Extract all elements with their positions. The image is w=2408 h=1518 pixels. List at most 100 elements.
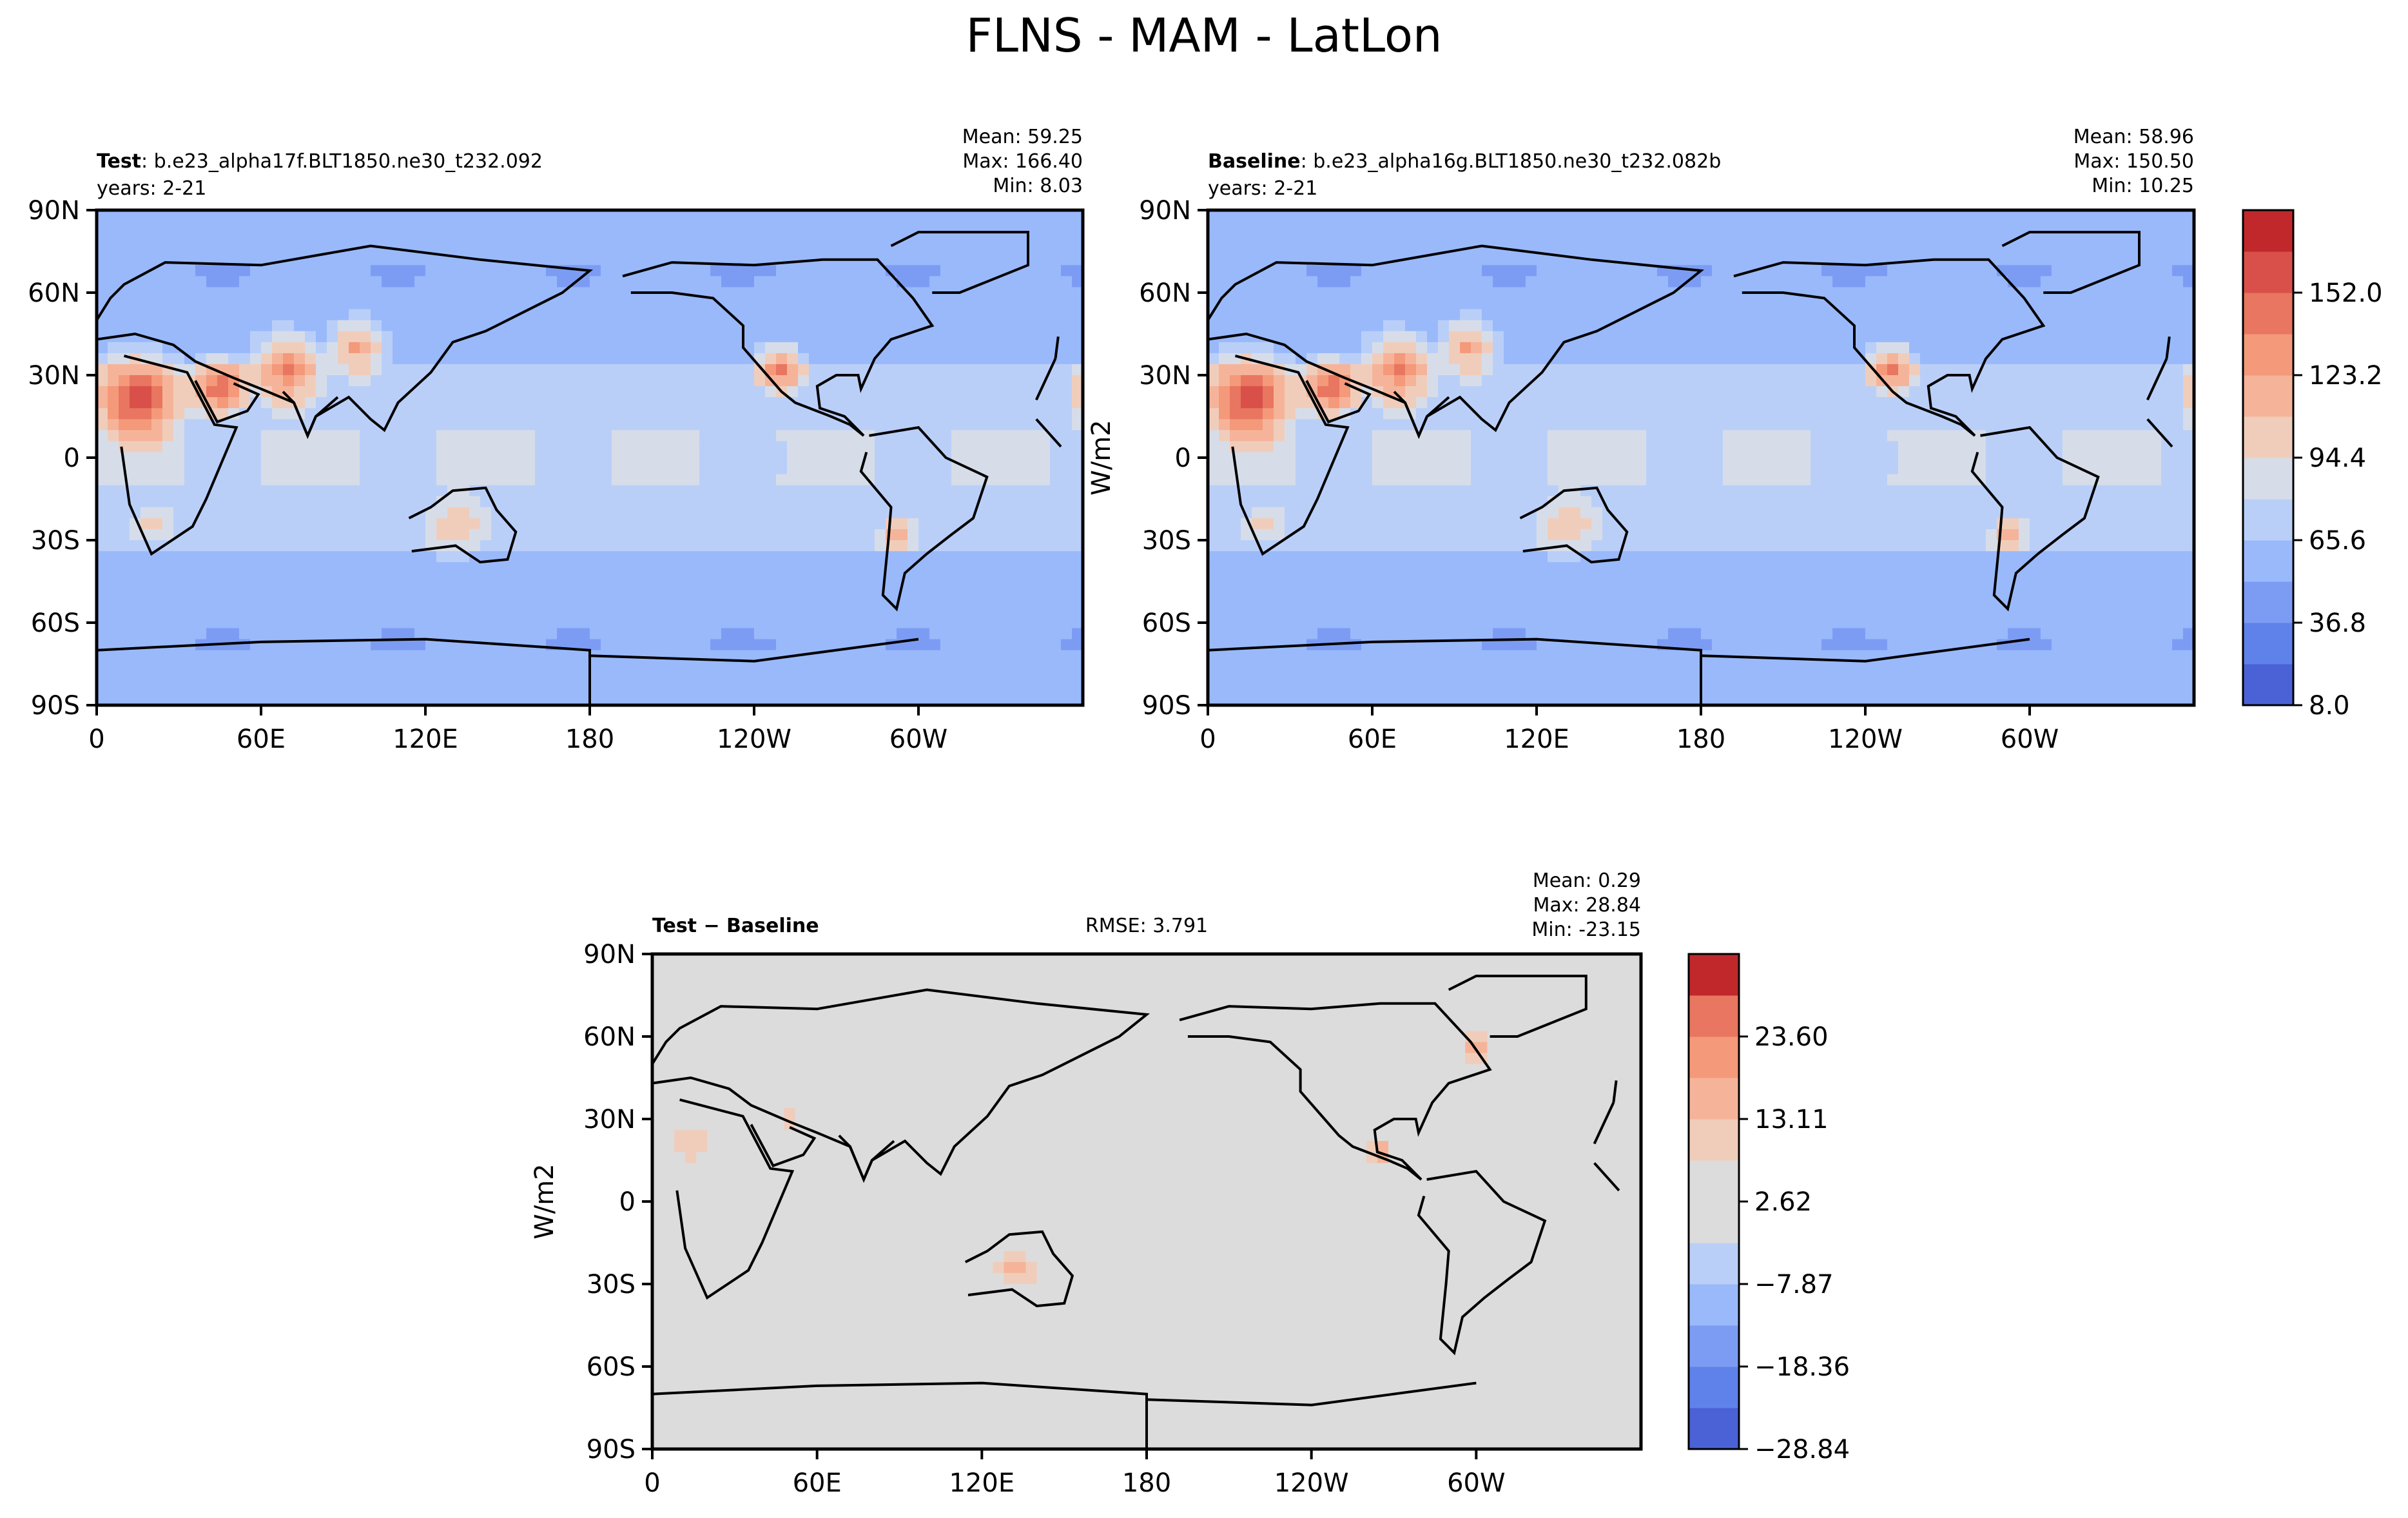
field-cell	[173, 419, 185, 431]
field-cell	[655, 474, 667, 486]
field-cell	[1526, 287, 1537, 299]
field-cell	[721, 595, 733, 607]
field-cell	[886, 628, 897, 640]
field-cell	[283, 661, 295, 673]
field-cell	[1624, 276, 1636, 288]
field-cell	[820, 518, 831, 530]
field-cell	[842, 694, 853, 705]
field-cell	[108, 573, 119, 585]
field-cell	[1865, 287, 1877, 299]
field-cell	[261, 507, 273, 519]
field-cell	[787, 342, 799, 354]
field-cell	[842, 232, 853, 244]
field-cell	[1471, 210, 1482, 222]
field-cell	[1471, 309, 1482, 321]
field-cell	[798, 639, 810, 651]
field-cell	[2183, 243, 2194, 255]
field-cell	[458, 386, 470, 398]
field-cell	[173, 551, 185, 563]
field-cell	[1028, 221, 1040, 233]
field-cell	[162, 683, 174, 695]
field-cell	[875, 518, 886, 530]
field-cell	[2063, 210, 2074, 222]
field-cell	[2150, 232, 2162, 244]
field-cell	[1050, 210, 1062, 222]
field-cell	[173, 496, 185, 508]
field-cell	[491, 419, 503, 431]
field-cell	[371, 430, 382, 442]
field-cell	[403, 650, 415, 662]
field-cell	[206, 683, 218, 695]
field-cell	[491, 331, 503, 343]
field-cell	[393, 287, 404, 299]
field-cell	[393, 452, 404, 464]
field-cell	[601, 210, 612, 222]
field-cell	[119, 309, 130, 321]
field-cell	[436, 397, 448, 409]
field-cell	[130, 298, 141, 310]
field-cell	[206, 672, 218, 684]
field-cell	[951, 353, 963, 365]
field-cell	[1017, 617, 1029, 629]
field-cell	[831, 309, 842, 321]
field-cell	[820, 463, 831, 475]
field-cell	[995, 463, 1007, 475]
field-cell	[688, 309, 700, 321]
y-tick-label: 0	[64, 443, 80, 473]
field-cell	[316, 353, 327, 365]
field-cell	[151, 452, 163, 464]
field-cell	[842, 496, 853, 508]
field-cell	[393, 441, 404, 453]
field-cell	[1811, 265, 1822, 277]
field-cell	[382, 606, 393, 618]
field-cell	[853, 364, 864, 376]
field-cell	[119, 562, 130, 574]
field-cell	[918, 364, 930, 376]
field-cell	[130, 529, 141, 541]
field-cell	[962, 551, 974, 563]
field-cell	[601, 419, 612, 431]
field-cell	[918, 232, 930, 244]
field-cell	[1072, 232, 1083, 244]
field-cell	[732, 430, 744, 442]
field-cell	[645, 496, 656, 508]
field-cell	[316, 606, 327, 618]
field-cell	[97, 485, 108, 497]
field-cell	[119, 375, 130, 387]
field-cell	[1017, 595, 1029, 607]
field-cell	[940, 397, 952, 409]
field-cell	[1558, 265, 1570, 277]
field-cell	[897, 617, 908, 629]
field-cell	[798, 320, 810, 332]
field-cell	[1252, 298, 1263, 310]
field-cell	[590, 485, 601, 497]
field-cell	[590, 463, 601, 475]
field-cell	[294, 683, 306, 695]
field-cell	[162, 441, 174, 453]
field-cell	[228, 551, 240, 563]
field-cell	[875, 210, 886, 222]
field-cell	[97, 551, 108, 563]
field-cell	[1416, 243, 1428, 255]
field-cell	[1843, 232, 1855, 244]
field-cell	[929, 331, 941, 343]
field-cell	[349, 661, 360, 673]
field-cell	[97, 287, 108, 299]
field-cell	[151, 650, 163, 662]
field-cell	[283, 298, 295, 310]
field-cell	[360, 496, 371, 508]
field-cell	[261, 617, 273, 629]
field-cell	[546, 342, 558, 354]
field-cell	[1734, 221, 1745, 233]
field-cell	[743, 287, 755, 299]
field-cell	[1800, 232, 1811, 244]
field-cell	[97, 210, 108, 222]
field-cell	[1006, 540, 1018, 552]
field-cell	[119, 397, 130, 409]
field-cell	[393, 540, 404, 552]
field-cell	[1778, 265, 1789, 277]
field-cell	[2052, 210, 2063, 222]
field-cell	[776, 408, 788, 420]
field-cell	[645, 661, 656, 673]
field-cell	[732, 540, 744, 552]
